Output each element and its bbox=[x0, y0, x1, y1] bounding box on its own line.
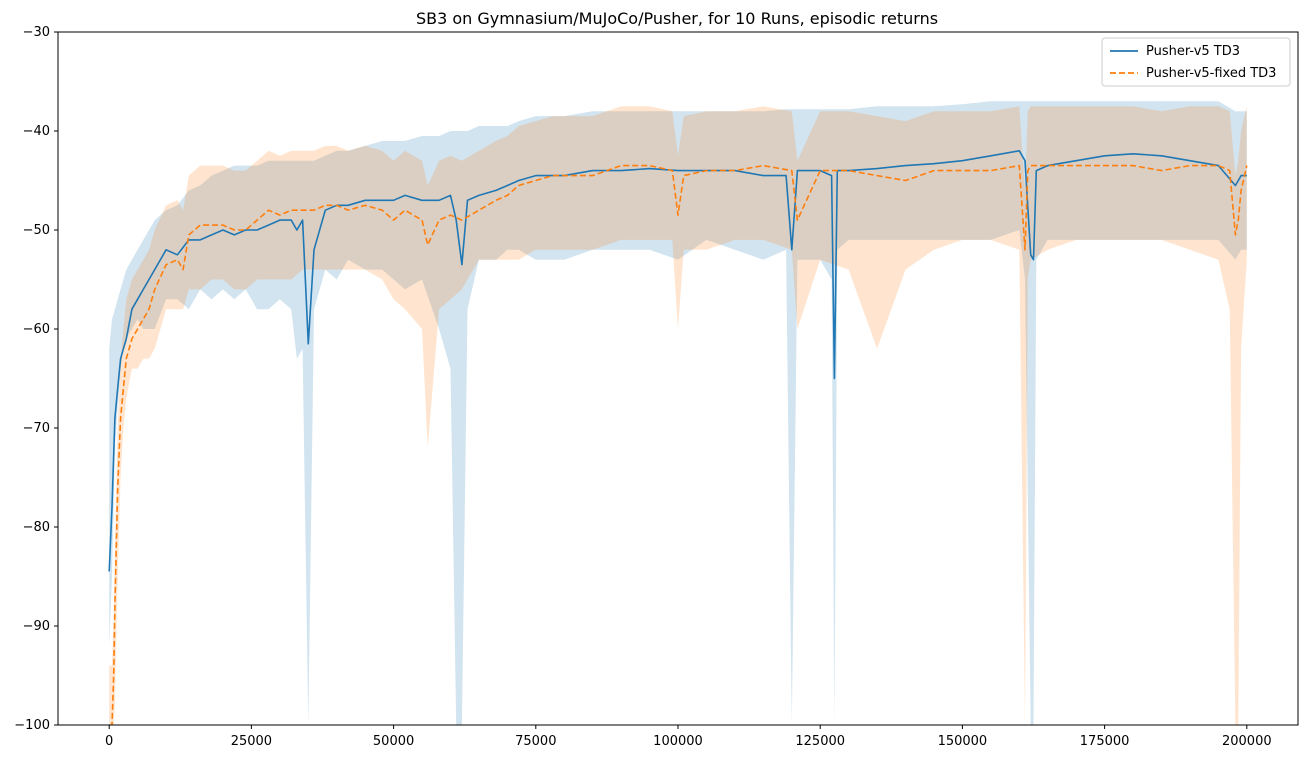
chart-title: SB3 on Gymnasium/MuJoCo/Pusher, for 10 R… bbox=[416, 9, 938, 28]
series-line-1 bbox=[108, 150, 1247, 572]
y-tick-label: −30 bbox=[23, 25, 50, 40]
x-axis: 0 25000 50000 75000 100000 125000 150000 175000… bbox=[105, 725, 1272, 749]
y-tick-label: −40 bbox=[23, 124, 50, 139]
y-tick-label: −70 bbox=[23, 421, 50, 436]
y-tick-label: −100 bbox=[14, 718, 50, 733]
y-tick-label: −90 bbox=[23, 619, 50, 634]
x-tick-label: 75000 bbox=[515, 734, 556, 749]
x-tick-label: 25000 bbox=[231, 734, 272, 749]
legend: Pusher-v5 TD3 Pusher-v5-fixed TD3 bbox=[1101, 37, 1291, 87]
legend-label-1: Pusher-v5 TD3 bbox=[1146, 44, 1240, 59]
x-tick-label: 100000 bbox=[653, 734, 703, 749]
band-1 bbox=[109, 101, 1247, 725]
series-lines bbox=[108, 150, 1248, 725]
legend-label-2: Pusher-v5-fixed TD3 bbox=[1146, 66, 1276, 81]
y-tick-label: −60 bbox=[23, 322, 50, 337]
x-tick-label: 125000 bbox=[795, 734, 845, 749]
y-axis: −100 −90 −80 −70 −60 −50 −40 −30 bbox=[14, 25, 58, 733]
x-tick-label: 175000 bbox=[1080, 734, 1130, 749]
x-tick-label: 200000 bbox=[1222, 734, 1272, 749]
band-2 bbox=[109, 106, 1247, 725]
series-line-2 bbox=[109, 164, 1248, 725]
x-tick-label: 150000 bbox=[938, 734, 988, 749]
y-tick-label: −80 bbox=[23, 520, 50, 535]
y-tick-label: −50 bbox=[23, 223, 50, 238]
legend-box bbox=[1101, 37, 1291, 87]
confidence-bands bbox=[109, 101, 1247, 725]
x-tick-label: 0 bbox=[105, 734, 113, 749]
x-tick-label: 50000 bbox=[373, 734, 414, 749]
